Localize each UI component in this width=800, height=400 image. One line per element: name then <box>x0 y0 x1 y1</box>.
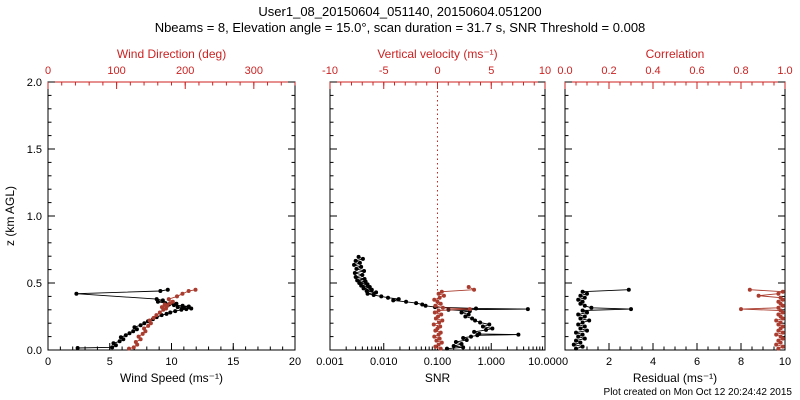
svg-text:200: 200 <box>176 65 194 77</box>
svg-text:0.100: 0.100 <box>424 356 452 368</box>
bottom-axis-title: Wind Speed (ms⁻¹) <box>120 371 223 385</box>
plot-title: User1_08_20150604_051140, 20150604.05120… <box>258 4 542 19</box>
svg-text:0.5: 0.5 <box>27 278 42 290</box>
svg-text:5: 5 <box>107 356 113 368</box>
top-axis-title: Wind Direction (deg) <box>117 47 226 61</box>
panel-frame <box>47 81 296 351</box>
svg-text:300: 300 <box>245 65 263 77</box>
svg-text:4: 4 <box>650 356 656 368</box>
svg-text:100: 100 <box>107 65 125 77</box>
svg-text:20: 20 <box>289 356 301 368</box>
bottom-axis-title: SNR <box>425 371 451 385</box>
plot-subtitle: Nbeams = 8, Elevation angle = 15.0°, sca… <box>154 20 646 35</box>
svg-text:10: 10 <box>165 356 177 368</box>
svg-text:0.010: 0.010 <box>370 356 398 368</box>
svg-text:2.0: 2.0 <box>27 77 42 89</box>
svg-text:2: 2 <box>606 356 612 368</box>
svg-text:0.2: 0.2 <box>601 65 616 77</box>
top-axis-title: Correlation <box>646 47 705 61</box>
svg-text:1.0: 1.0 <box>27 211 42 223</box>
svg-text:0.0: 0.0 <box>27 345 42 357</box>
top-axis-title: Vertical velocity (ms⁻¹) <box>377 47 497 61</box>
svg-text:15: 15 <box>227 356 239 368</box>
svg-text:10.000: 10.000 <box>528 356 562 368</box>
svg-text:-5: -5 <box>379 65 389 77</box>
svg-text:0.001: 0.001 <box>316 356 344 368</box>
svg-text:5: 5 <box>488 65 494 77</box>
svg-text:0: 0 <box>45 65 51 77</box>
svg-text:10: 10 <box>779 356 791 368</box>
svg-text:1.5: 1.5 <box>27 144 42 156</box>
svg-text:0.0: 0.0 <box>557 65 572 77</box>
svg-text:8: 8 <box>738 356 744 368</box>
plot-footer: Plot created on Mon Oct 12 20:24:42 2015 <box>603 387 792 398</box>
svg-text:10: 10 <box>539 65 551 77</box>
panel-residual: 0 2 4 6 8 10 Residual (ms⁻¹) 0.0 0.2 0.4 0.6 0.8 1.0… <box>557 47 792 385</box>
svg-text:0: 0 <box>434 65 440 77</box>
svg-text:0.8: 0.8 <box>733 65 748 77</box>
series-wind-speed <box>76 289 192 349</box>
y-axis-title: z (km AGL) <box>3 186 17 246</box>
series-residual <box>572 289 632 350</box>
svg-text:-10: -10 <box>322 65 338 77</box>
svg-text:6: 6 <box>694 356 700 368</box>
svg-text:0.6: 0.6 <box>689 65 704 77</box>
svg-text:0: 0 <box>562 356 568 368</box>
svg-text:0: 0 <box>45 356 51 368</box>
panel-snr: 0.001 0.010 0.100 1.000 10.000 SNR -10 -5 0 5 10 Ve… <box>316 47 562 385</box>
bottom-axis-title: Residual (ms⁻¹) <box>633 371 717 385</box>
svg-text:1.000: 1.000 <box>477 356 505 368</box>
svg-text:0.4: 0.4 <box>645 65 660 77</box>
svg-text:1.0: 1.0 <box>777 65 792 77</box>
